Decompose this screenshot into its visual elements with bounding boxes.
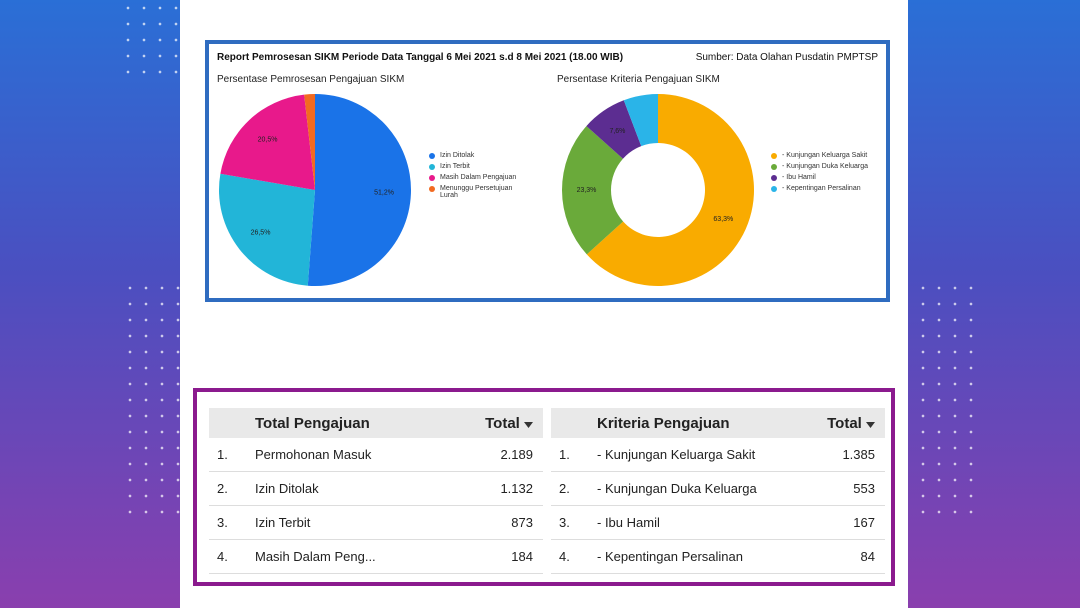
table-cell: Permohonan Masuk bbox=[255, 447, 372, 462]
table-cell: 553 bbox=[853, 481, 875, 496]
header-cell: Total bbox=[463, 415, 543, 432]
report-source: Sumber: Data Olahan Pusdatin PMPTSP bbox=[695, 52, 878, 63]
legend-label: Menunggu Persetujuan Lurah bbox=[440, 185, 513, 199]
table-cell: 1.385 bbox=[842, 447, 875, 462]
table-cell: 4. bbox=[217, 549, 228, 564]
legend-label: - Ibu Hamil bbox=[782, 174, 816, 181]
decor-dots bbox=[122, 280, 182, 520]
sort-icon[interactable] bbox=[866, 421, 875, 428]
sort-icon[interactable] bbox=[524, 421, 533, 428]
table-row: 4. Masih Dalam Peng... 184 bbox=[209, 540, 543, 574]
table-header: Kriteria Pengajuan Total bbox=[551, 408, 885, 438]
legend: - Kunjungan Keluarga Sakit - Kunjungan Du… bbox=[771, 152, 871, 196]
table-row: 2. Izin Ditolak 1.132 bbox=[209, 472, 543, 506]
table-row: 1. - Kunjungan Keluarga Sakit 1.385 bbox=[551, 438, 885, 472]
legend-label: - Kepentingan Persalinan bbox=[782, 185, 861, 192]
table-cell: 1. bbox=[559, 447, 570, 462]
table-cell: 84 bbox=[860, 549, 875, 564]
table-row: 3. Izin Terbit 873 bbox=[209, 506, 543, 540]
table-cell: 1. bbox=[217, 447, 228, 462]
table-row: 2. - Kunjungan Duka Keluarga 553 bbox=[551, 472, 885, 506]
legend-swatch bbox=[771, 186, 777, 192]
legend-label: - Kunjungan Duka Keluarga bbox=[782, 163, 869, 170]
table-cell: 873 bbox=[511, 515, 533, 530]
donut-slice bbox=[623, 94, 658, 147]
table-cell: 2. bbox=[559, 481, 570, 496]
table-cell: 1.132 bbox=[500, 481, 533, 496]
legend: Izin Ditolak Izin Terbit Masih Dalam Penga… bbox=[429, 152, 529, 203]
tables: Total Pengajuan Total 1. Permohonan Masuk 2… bbox=[193, 388, 895, 586]
legend-item: Izin Ditolak bbox=[429, 152, 529, 159]
table-cell: 4. bbox=[559, 549, 570, 564]
legend-swatch bbox=[429, 164, 435, 170]
value-label: 23,3% bbox=[577, 187, 597, 194]
table-cell: Izin Ditolak bbox=[255, 481, 319, 496]
donut-slice bbox=[586, 100, 642, 159]
table-cell: Masih Dalam Peng... bbox=[255, 549, 376, 564]
header-cell: Kriteria Pengajuan bbox=[597, 414, 730, 432]
legend-item: - Kepentingan Persalinan bbox=[771, 185, 871, 192]
value-label: 26,5% bbox=[251, 229, 271, 236]
pie-slice bbox=[307, 94, 411, 286]
table-cell: 2.189 bbox=[500, 447, 533, 462]
legend-item: Menunggu Persetujuan Lurah bbox=[429, 185, 529, 199]
table-cell: 3. bbox=[217, 515, 228, 530]
value-label: 7,6% bbox=[609, 128, 625, 135]
table-cell: 3. bbox=[559, 515, 570, 530]
legend-item: Masih Dalam Pengajuan bbox=[429, 174, 529, 181]
table-cell: - Ibu Hamil bbox=[597, 515, 660, 530]
table-row: 4. - Kepentingan Persalinan 84 bbox=[551, 540, 885, 574]
legend-label: Masih Dalam Pengajuan bbox=[440, 174, 517, 181]
decor-dots bbox=[120, 0, 180, 80]
table-cell: - Kunjungan Duka Keluarga bbox=[597, 481, 757, 496]
legend-item: Izin Terbit bbox=[429, 163, 529, 170]
table-cell: Izin Terbit bbox=[255, 515, 311, 530]
table-cell: 167 bbox=[853, 515, 875, 530]
header-cell: Total bbox=[805, 415, 885, 432]
legend-swatch bbox=[429, 186, 435, 192]
value-label: 63,3% bbox=[713, 216, 733, 223]
legend-swatch bbox=[771, 164, 777, 170]
charts: Persentase Pemrosesan Pengajuan SIKM 51,2… bbox=[217, 74, 754, 286]
legend-item: - Kunjungan Keluarga Sakit bbox=[771, 152, 871, 159]
value-label: 20,5% bbox=[258, 137, 278, 144]
table: Kriteria Pengajuan Total 1. - Kunjungan Ke… bbox=[551, 408, 885, 574]
table-row: 1. Permohonan Masuk 2.189 bbox=[209, 438, 543, 472]
report-title: Report Pemrosesan SIKM Periode Data Tang… bbox=[217, 52, 624, 63]
table-cell: 184 bbox=[511, 549, 533, 564]
table-cell: - Kepentingan Persalinan bbox=[597, 549, 743, 564]
legend-label: Izin Ditolak bbox=[440, 152, 475, 159]
legend-swatch bbox=[771, 153, 777, 159]
pie-slice bbox=[304, 94, 315, 190]
legend-label: Izin Terbit bbox=[440, 163, 470, 170]
donut-slice bbox=[562, 126, 624, 255]
header-cell: Total Pengajuan bbox=[255, 414, 370, 432]
legend-swatch bbox=[429, 153, 435, 159]
donut-slice bbox=[586, 94, 754, 286]
legend-item: - Ibu Hamil bbox=[771, 174, 871, 181]
chart-title: Persentase Kriteria Pengajuan SIKM bbox=[557, 74, 720, 85]
table-cell: 2. bbox=[217, 481, 228, 496]
pie-slice bbox=[220, 94, 315, 190]
table-cell: - Kunjungan Keluarga Sakit bbox=[597, 447, 756, 462]
table: Total Pengajuan Total 1. Permohonan Masuk 2… bbox=[209, 408, 543, 574]
table-row: 3. - Ibu Hamil 167 bbox=[551, 506, 885, 540]
legend-swatch bbox=[771, 175, 777, 181]
legend-item: - Kunjungan Duka Keluarga bbox=[771, 163, 871, 170]
pie-slice bbox=[219, 173, 315, 286]
legend-label: - Kunjungan Keluarga Sakit bbox=[782, 152, 868, 159]
legend-swatch bbox=[429, 175, 435, 181]
chart-title: Persentase Pemrosesan Pengajuan SIKM bbox=[217, 74, 404, 85]
value-label: 51,2% bbox=[374, 189, 394, 196]
table-header: Total Pengajuan Total bbox=[209, 408, 543, 438]
chart-report: Report Pemrosesan SIKM Periode Data Tang… bbox=[205, 40, 890, 302]
decor-dots bbox=[915, 280, 975, 520]
